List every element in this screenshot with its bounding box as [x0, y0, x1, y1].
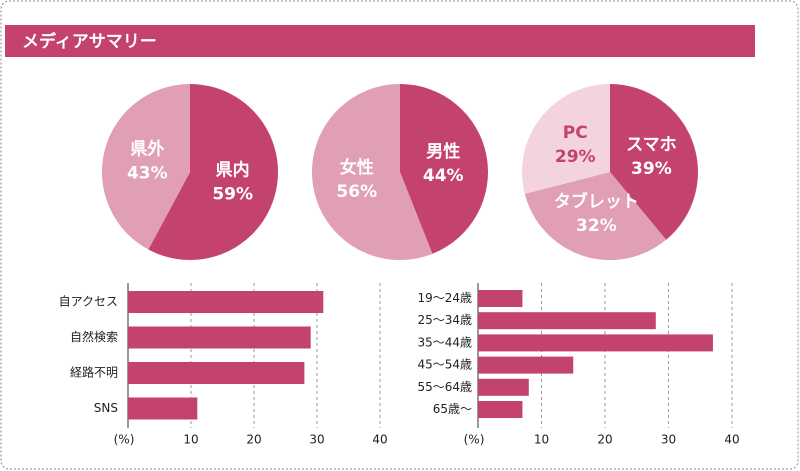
slice-value-label: 44% [423, 166, 464, 186]
x-tick-label: 40 [372, 433, 387, 447]
slice-value-label: 59% [212, 185, 253, 205]
bar [478, 312, 656, 330]
pie-slice [522, 84, 610, 194]
y-tick-label: 経路不明 [70, 365, 118, 380]
x-tick-label: 20 [246, 433, 261, 447]
slice-label: 県内 [216, 160, 250, 181]
bar [478, 334, 713, 352]
pie-slice [610, 84, 699, 240]
y-tick-label: 自アクセス [59, 295, 118, 309]
bar [128, 397, 198, 420]
bar [478, 356, 574, 374]
slice-value-label: 56% [336, 182, 377, 202]
y-tick-label: 35〜44歳 [417, 335, 472, 349]
y-tick-label: SNS [94, 401, 118, 415]
slice-label: 県外 [130, 138, 164, 159]
x-tick-label: 30 [309, 433, 324, 447]
x-tick-label: 10 [534, 433, 549, 447]
slice-label: 女性 [340, 157, 374, 178]
bar [128, 291, 324, 313]
y-tick-label: 55〜64歳 [417, 380, 472, 394]
bar [478, 290, 523, 307]
header-bar [5, 25, 755, 57]
x-axis-label: (%) [464, 433, 485, 447]
x-tick-label: 30 [661, 433, 676, 447]
slice-value-label: 43% [127, 163, 168, 183]
y-tick-label: 19〜24歳 [417, 291, 472, 305]
bar [478, 401, 523, 418]
pie-slice [400, 84, 489, 254]
slice-value-label: 29% [555, 147, 596, 167]
slice-label: 男性 [426, 141, 460, 162]
slice-label: PC [563, 123, 588, 143]
bar [128, 326, 311, 349]
x-tick-label: 10 [183, 433, 198, 447]
pie-slice [148, 84, 278, 260]
bar [478, 378, 529, 396]
x-tick-label: 20 [597, 433, 612, 447]
y-tick-label: 45〜54歳 [417, 358, 472, 372]
bar [128, 362, 305, 384]
slice-label: スマホ [626, 135, 677, 155]
x-axis-label: (%) [114, 433, 135, 447]
page-title: メディアサマリー [22, 31, 157, 52]
x-tick-label: 40 [724, 433, 739, 447]
slice-value-label: 32% [576, 216, 617, 236]
slice-value-label: 39% [631, 159, 672, 179]
y-tick-label: 25〜34歳 [417, 313, 472, 327]
pie-slice [524, 172, 667, 260]
pie-slice [311, 84, 433, 260]
pie-slice [102, 84, 190, 250]
y-tick-label: 自然検索 [70, 329, 118, 344]
slice-label: タブレット [554, 191, 639, 212]
y-tick-label: 65歳〜 [433, 402, 472, 416]
